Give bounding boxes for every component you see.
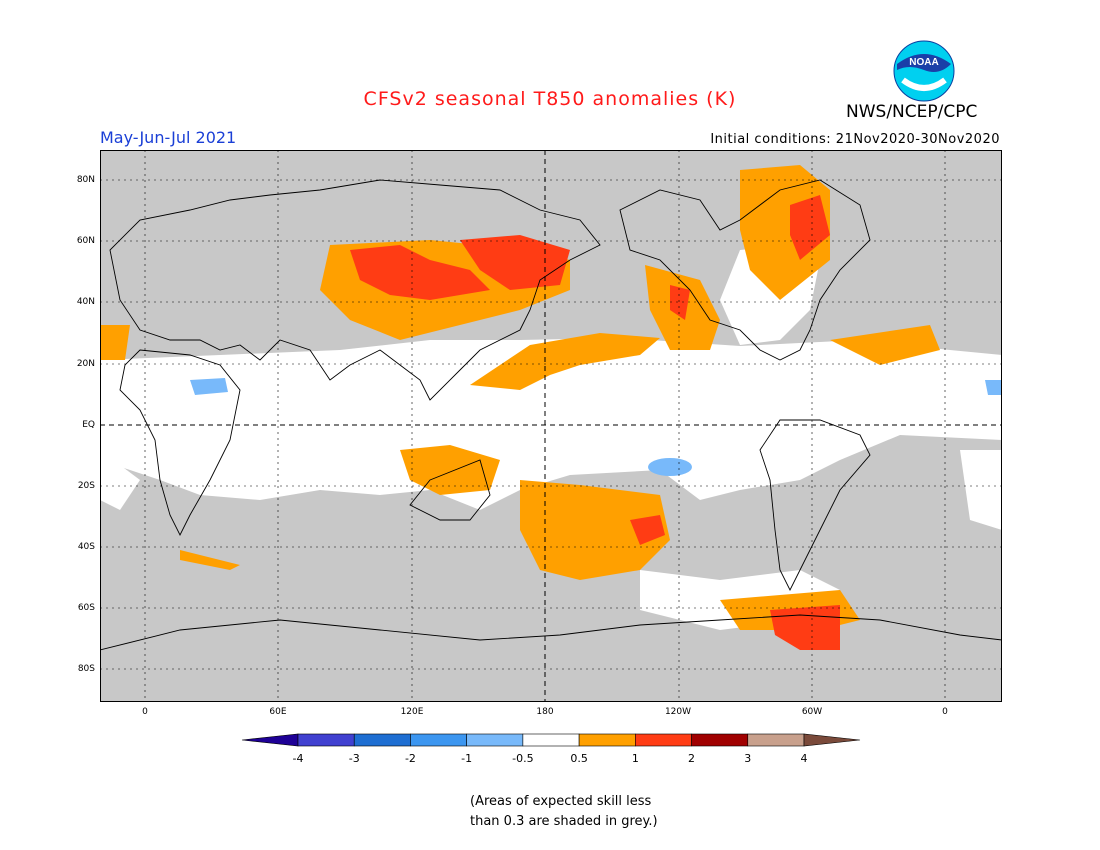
lat-label: 20N — [76, 359, 95, 369]
lat-label: EQ — [82, 420, 95, 430]
colorbar-segment — [353, 733, 411, 747]
coastlines — [100, 179, 1002, 651]
colorbar-label: -2 — [405, 752, 416, 765]
cold-anomaly-neg1-neg0.5 — [190, 378, 1002, 476]
skill-note: (Areas of expected skill less than 0.3 a… — [470, 792, 658, 832]
lon-label: 0 — [142, 707, 148, 717]
colorbar-segments — [241, 733, 861, 747]
colorbar-segment — [747, 733, 805, 747]
anomaly-map — [100, 150, 1002, 702]
lat-label: 40N — [76, 297, 95, 307]
skill-note-line1: (Areas of expected skill less — [470, 794, 652, 809]
colorbar-label: -0.5 — [512, 752, 533, 765]
lat-label: 20S — [77, 481, 95, 491]
colorbar-label: 0.5 — [570, 752, 588, 765]
lat-label: 60N — [76, 236, 95, 246]
lon-label: 0 — [942, 707, 948, 717]
colorbar-segment — [578, 733, 636, 747]
lon-label: 60W — [801, 707, 823, 717]
lon-label: 60E — [269, 707, 287, 717]
colorbar-labels: -4 -3 -2 -1 -0.5 0.5 1 2 3 4 — [293, 752, 808, 765]
initial-conditions: Initial conditions: 21Nov2020-30Nov2020 — [710, 132, 1000, 147]
lat-label: 40S — [77, 542, 95, 552]
forecast-period: May-Jun-Jul 2021 — [100, 128, 237, 147]
colorbar-segment — [297, 733, 355, 747]
noaa-logo: NOAA — [893, 40, 955, 102]
lat-label: 60S — [77, 603, 95, 613]
colorbar-segment — [410, 733, 467, 747]
skill-note-line2: than 0.3 are shaded in grey.) — [470, 814, 658, 829]
colorbar-arrow-left — [241, 733, 299, 747]
lat-label: 80S — [77, 664, 95, 674]
colorbar-label: 2 — [688, 752, 695, 765]
colorbar-segment — [466, 733, 524, 747]
colorbar-segment — [635, 733, 692, 747]
colorbar-label: 3 — [744, 752, 751, 765]
equator-dateline — [100, 150, 1002, 702]
colorbar: -4 -3 -2 -1 -0.5 0.5 1 2 3 4 — [241, 733, 861, 765]
colorbar-segment — [522, 733, 580, 747]
lon-label: 120E — [400, 707, 424, 717]
logo-text: NOAA — [909, 57, 938, 68]
colorbar-segment — [691, 733, 749, 747]
graticule — [100, 150, 1002, 702]
colorbar-label: -1 — [461, 752, 472, 765]
lat-label: 80N — [76, 175, 95, 185]
colorbar-label: -3 — [349, 752, 360, 765]
colorbar-label: -4 — [293, 752, 304, 765]
colorbar-arrow-right — [803, 733, 861, 747]
colorbar-label: 4 — [801, 752, 808, 765]
map-title: CFSv2 seasonal T850 anomalies (K) — [363, 88, 737, 110]
colorbar-label: 1 — [632, 752, 639, 765]
lon-label: 180 — [536, 707, 554, 717]
agency-label: NWS/NCEP/CPC — [846, 102, 978, 122]
lon-label: 120W — [664, 707, 692, 717]
